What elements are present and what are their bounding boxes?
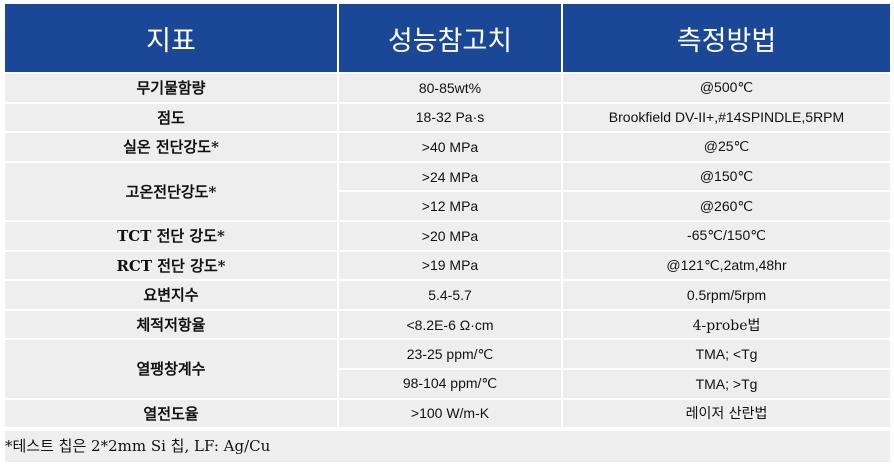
- header-reference-value: 성능참고치: [339, 4, 561, 72]
- row-method: Brookfield DV-II+,#14SPINDLE,5RPM: [563, 103, 890, 132]
- row-value: >20 MPa: [339, 221, 561, 250]
- table-row: 요변지수 5.4-5.7 0.5rpm/5rpm: [5, 281, 890, 309]
- row-value: >19 MPa: [339, 251, 561, 280]
- table-row: RCT 전단 강도* >19 MPa @121℃,2atm,48hr: [5, 251, 890, 280]
- footnote: *테스트 칩은 2*2mm Si 칩, LF: Ag/Cu: [5, 431, 890, 462]
- row-method: @500℃: [563, 74, 890, 102]
- table-row: 체적저항율 <8.2E-6 Ω·cm 4-probe법: [5, 310, 890, 339]
- header-method: 측정방법: [563, 4, 890, 72]
- row-value: >12 MPa: [339, 192, 561, 220]
- row-method: TMA; >Tg: [563, 369, 890, 398]
- table-row: >12 MPa @260℃: [5, 192, 890, 220]
- row-name: 열팽창계수: [5, 340, 337, 398]
- row-name: 점도: [5, 103, 337, 132]
- row-value: 23-25 ppm/℃: [339, 340, 561, 368]
- row-name: RCT 전단 강도*: [5, 251, 337, 280]
- row-method: @25℃: [563, 133, 890, 161]
- table-row: 열팽창계수 23-25 ppm/℃ TMA; <Tg: [5, 340, 890, 398]
- row-method: @150℃: [563, 162, 890, 191]
- row-method: TMA; <Tg: [563, 340, 890, 368]
- row-method: -65℃/150℃: [563, 221, 890, 250]
- row-name: 열전도율: [5, 399, 337, 428]
- row-value: >100 W/m-K: [339, 399, 561, 428]
- row-method: 0.5rpm/5rpm: [563, 281, 890, 309]
- row-name: 무기물함량: [5, 74, 337, 102]
- row-value: 5.4-5.7: [339, 281, 561, 309]
- header-indicator: 지표: [5, 4, 337, 72]
- row-method: 4-probe법: [563, 310, 890, 339]
- row-value: >40 MPa: [339, 133, 561, 161]
- row-value: 80-85wt%: [339, 74, 561, 102]
- row-value: >24 MPa: [339, 162, 561, 191]
- row-name: TCT 전단 강도*: [5, 221, 337, 250]
- table-row: 고온전단강도* >24 MPa @150℃: [5, 162, 890, 220]
- row-name: 실온 전단강도*: [5, 133, 337, 161]
- table-row: TCT 전단 강도* >20 MPa -65℃/150℃: [5, 221, 890, 250]
- spec-table: 지표 성능참고치 측정방법 무기물함량 80-85wt% @500℃ 점도 18…: [3, 2, 892, 430]
- table-row: 점도 18-32 Pa·s Brookfield DV-II+,#14SPIND…: [5, 103, 890, 132]
- row-value: 98-104 ppm/℃: [339, 369, 561, 398]
- table-row: 실온 전단강도* >40 MPa @25℃: [5, 133, 890, 161]
- table-row: 무기물함량 80-85wt% @500℃: [5, 74, 890, 102]
- row-value: <8.2E-6 Ω·cm: [339, 310, 561, 339]
- row-name: 체적저항율: [5, 310, 337, 339]
- row-name: 고온전단강도*: [5, 162, 337, 220]
- row-value: 18-32 Pa·s: [339, 103, 561, 132]
- row-method: @121℃,2atm,48hr: [563, 251, 890, 280]
- row-method: 레이저 산란법: [563, 399, 890, 428]
- table-row: 98-104 ppm/℃ TMA; >Tg: [5, 369, 890, 398]
- table-row: 열전도율 >100 W/m-K 레이저 산란법: [5, 399, 890, 428]
- row-method: @260℃: [563, 192, 890, 220]
- header-row: 지표 성능참고치 측정방법: [5, 4, 890, 72]
- row-name: 요변지수: [5, 281, 337, 309]
